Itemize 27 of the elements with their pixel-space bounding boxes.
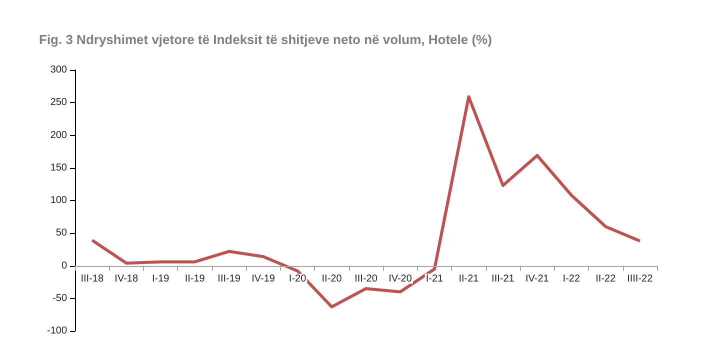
x-tick-label: III-19: [218, 273, 241, 284]
y-tick-label: 150: [50, 162, 68, 174]
y-tick-label: 0: [61, 260, 68, 272]
x-tick-label: II-20: [322, 273, 342, 284]
y-tick-label: 300: [50, 64, 68, 76]
x-tick-label: I-21: [426, 273, 444, 284]
x-tick-label: II-19: [184, 273, 206, 284]
x-tick-label: IIII-22: [627, 273, 654, 284]
y-tick-label: 50: [56, 228, 68, 239]
x-tick-label: III-18: [80, 273, 104, 284]
x-tick-label: IV-18: [114, 273, 138, 284]
y-tick-label: 250: [50, 97, 68, 108]
x-tick-label: IV-20: [388, 273, 412, 284]
x-tick-label: IV-19: [252, 273, 276, 284]
x-tick-label: I-19: [152, 273, 170, 284]
chart-title: Fig. 3 Ndryshimet vjetore të Indeksit të shitjeve neto në volum, Hotele (%): [39, 32, 492, 47]
x-tick-label: III-20: [354, 273, 378, 284]
x-tick-label: II-22: [596, 273, 616, 284]
y-tick-label: 200: [50, 130, 68, 141]
y-tick-label: -50: [52, 292, 68, 304]
x-tick-label: IV-21: [525, 273, 550, 284]
y-tick-label: -100: [46, 326, 68, 336]
y-tick-label: 100: [50, 195, 68, 206]
x-tick-label: III-21: [492, 273, 515, 284]
x-tick-label: I-20: [288, 273, 307, 284]
x-tick-label: I-22: [562, 273, 580, 284]
x-tick-label: II-21: [458, 273, 480, 284]
